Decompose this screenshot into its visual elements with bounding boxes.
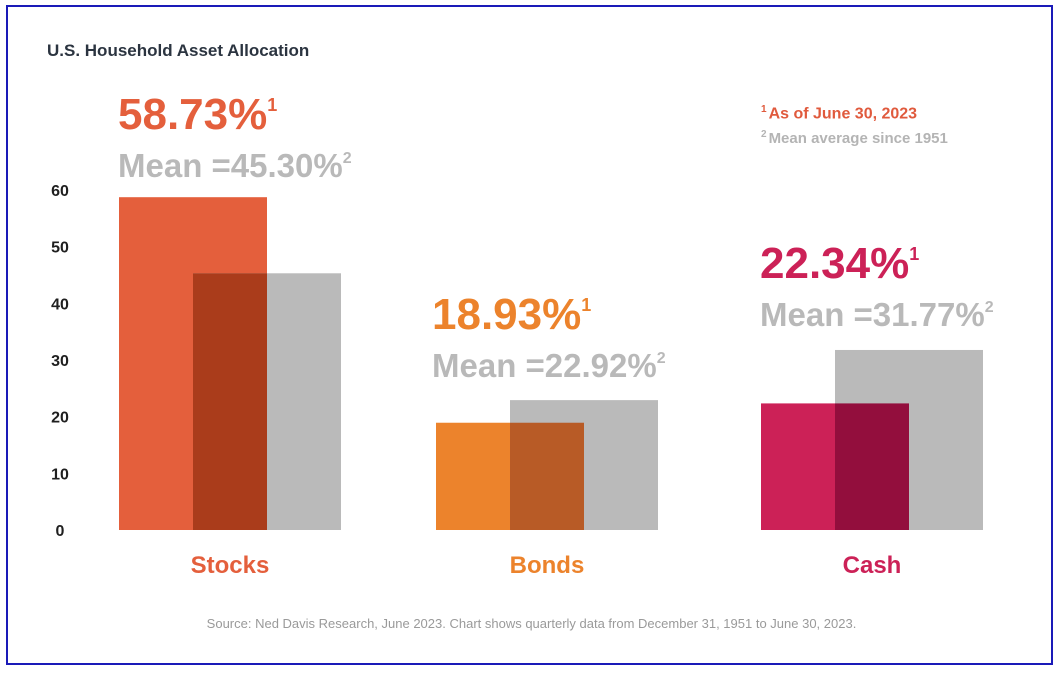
mean-label-stocks: Mean =45.30%2 bbox=[118, 141, 352, 184]
value-label-bonds-text: 18.93% bbox=[432, 290, 582, 339]
y-tick-label-50: 50 bbox=[51, 240, 69, 257]
footnote-mean-marker: 2 bbox=[761, 129, 767, 141]
y-tick-label-60: 60 bbox=[51, 183, 69, 200]
mean-label-cash-marker: 2 bbox=[984, 299, 994, 316]
value-label-bonds-marker: 1 bbox=[581, 295, 592, 315]
mean-label-cash: Mean =31.77%2 bbox=[760, 290, 994, 333]
value-label-cash: 22.34%1 bbox=[760, 232, 994, 286]
source-note: Source: Ned Davis Research, June 2023. C… bbox=[206, 616, 857, 631]
value-label-cash-marker: 1 bbox=[909, 244, 920, 264]
y-tick-label-40: 40 bbox=[51, 296, 69, 313]
value-label-stocks-text: 58.73% bbox=[118, 90, 268, 139]
mean-label-bonds-text: Mean =22.92% bbox=[432, 347, 657, 384]
value-label-stocks: 58.73%1 bbox=[118, 83, 352, 137]
footnote-current: 1 As of June 30, 2023 bbox=[761, 104, 948, 123]
headline-bonds: 18.93%1 Mean =22.92%2 bbox=[432, 283, 666, 384]
chart-title: U.S. Household Asset Allocation bbox=[47, 41, 310, 60]
headline-cash: 22.34%1 Mean =31.77%2 bbox=[760, 232, 994, 333]
value-label-stocks-marker: 1 bbox=[267, 95, 278, 115]
bar-overlap-stocks bbox=[193, 273, 267, 530]
headline-stocks: 58.73%1 Mean =45.30%2 bbox=[118, 83, 352, 184]
category-label-stocks: Stocks bbox=[191, 552, 270, 579]
mean-label-bonds: Mean =22.92%2 bbox=[432, 341, 666, 384]
mean-label-bonds-marker: 2 bbox=[656, 350, 666, 367]
category-label-bonds: Bonds bbox=[510, 552, 585, 579]
y-tick-label-10: 10 bbox=[51, 466, 69, 483]
mean-label-stocks-marker: 2 bbox=[342, 150, 352, 167]
bar-overlap-cash bbox=[835, 403, 909, 530]
y-tick-label-0: 0 bbox=[56, 523, 65, 540]
footnotes: 1 As of June 30, 2023 2 Mean average since… bbox=[761, 104, 948, 147]
category-label-cash: Cash bbox=[843, 552, 902, 579]
mean-label-cash-text: Mean =31.77% bbox=[760, 296, 985, 333]
y-tick-label-20: 20 bbox=[51, 410, 69, 427]
value-label-bonds: 18.93%1 bbox=[432, 283, 666, 337]
footnote-mean-text: Mean average since 1951 bbox=[768, 130, 948, 148]
value-label-cash-text: 22.34% bbox=[760, 239, 910, 288]
bar-overlap-bonds bbox=[510, 422, 584, 530]
y-tick-label-30: 30 bbox=[51, 353, 69, 370]
footnote-current-text: As of June 30, 2023 bbox=[768, 105, 918, 123]
mean-label-stocks-text: Mean =45.30% bbox=[118, 147, 343, 184]
footnote-current-marker: 1 bbox=[761, 104, 767, 115]
footnote-mean: 2 Mean average since 1951 bbox=[761, 129, 948, 147]
